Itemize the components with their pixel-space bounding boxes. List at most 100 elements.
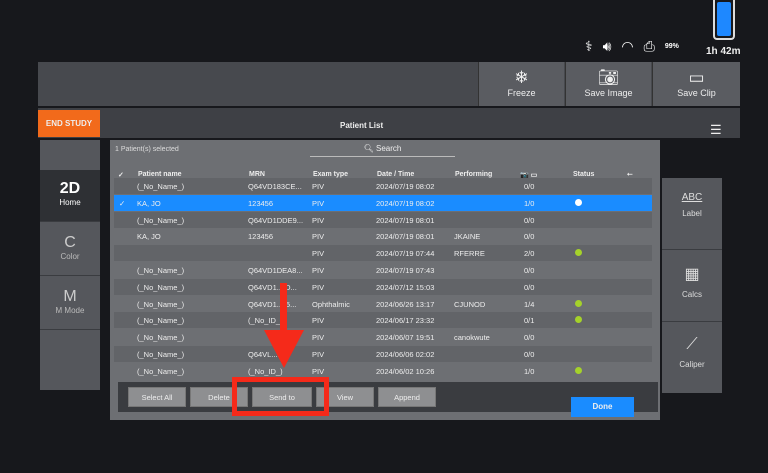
printer-icon: ⎙: [643, 38, 655, 54]
cell-name: KA, JO: [137, 232, 161, 242]
done-button[interactable]: Done: [571, 397, 634, 417]
mode-abbr: C: [64, 234, 76, 251]
end-study-button[interactable]: END STUDY: [38, 110, 100, 137]
table-row[interactable]: (_No_Name_) Q64VD1..3D... PIV 2024/07/12 15…: [114, 278, 652, 295]
sidebar-item-home[interactable]: 2D Home: [40, 170, 100, 222]
sidebar-item-color[interactable]: C Color: [40, 224, 100, 276]
wifi-icon: ◠: [621, 38, 634, 54]
right-sidebar: ABC Label ▦ Calcs ⟋ Caliper: [662, 178, 722, 393]
cell-media: 0/0: [524, 232, 535, 242]
mode-label: Home: [59, 198, 81, 207]
calcs-text: Calcs: [681, 290, 702, 299]
table-row[interactable]: (_No_Name_) Q64VD1DDE9... PIV 2024/07/19 08…: [114, 211, 652, 228]
cell-mrn: (_No_ID_): [248, 366, 283, 376]
save-clip-button[interactable]: ▭ Save Clip: [652, 62, 740, 106]
col-media[interactable]: 📷 ▭: [520, 172, 538, 179]
table-row[interactable]: (_No_Name_) Q64VL...2... PIV 2024/06/06 02:…: [114, 346, 652, 362]
freeze-label: Freeze: [507, 88, 536, 98]
battery-level: [717, 2, 731, 36]
stethoscope-icon: ⚕: [585, 38, 593, 54]
battery-gauge: [713, 0, 735, 40]
battery-icon: 99%: [664, 43, 679, 50]
cell-date: 2024/06/06 02:02: [376, 350, 435, 359]
cell-exam: PIV: [312, 366, 325, 376]
selected-count: 1 Patient(s) selected: [115, 146, 179, 153]
cell-date: 2024/06/07 19:51: [376, 333, 435, 343]
cell-media: 0/0: [524, 215, 535, 225]
cell-name: (_No_Name_): [137, 299, 185, 309]
table-row[interactable]: PIV 2024/07/19 07:44 RFERRE 2/0: [114, 245, 652, 262]
cell-media: 1/4: [524, 299, 535, 309]
table-row[interactable]: (_No_Name_) Q64VD183CE... PIV 2024/07/19 08…: [114, 178, 652, 194]
caliper-icon: ⟋: [686, 336, 698, 353]
cell-name: KA, JO: [137, 198, 161, 208]
col-check[interactable]: ✓: [118, 172, 124, 179]
video-icon: ▭: [688, 68, 705, 87]
send-to-button[interactable]: Send to: [252, 387, 312, 407]
cell-name: (_No_Name_): [137, 282, 185, 292]
cell-media: 1/0: [524, 366, 535, 376]
status-dot-icon: [575, 299, 582, 307]
row-check-icon: ✓: [119, 198, 126, 208]
table-row[interactable]: KA, JO 123456 PIV 2024/07/19 08:01 JKAINE 0/0: [114, 228, 652, 244]
freeze-button[interactable]: ❄ Freeze: [478, 62, 564, 106]
toolbar: ❄ Freeze 📷︎ Save Image ▭ Save Clip: [38, 62, 740, 106]
status-dot-icon: [575, 249, 582, 257]
abc-icon: ABC: [681, 192, 703, 203]
cell-mrn: 123456: [248, 232, 274, 242]
table-row[interactable]: ✓ KA, JO 123456 PIV 2024/07/19 08:02 1/0: [114, 194, 652, 211]
cell-media: 0/0: [524, 182, 535, 191]
table-row[interactable]: (_No_Name_) Q64VD1DEA8... PIV 2024/07/19 07…: [114, 262, 652, 278]
status-dot-icon: [575, 198, 582, 206]
caliper-text: Caliper: [679, 360, 705, 369]
cell-mrn: Q64VD183CE...: [248, 182, 302, 191]
cell-exam: Ophthalmic: [312, 299, 350, 309]
mode-abbr: M: [63, 288, 77, 305]
cell-name: (_No_Name_): [137, 316, 185, 326]
col-status[interactable]: Status: [573, 171, 595, 178]
cell-date: 2024/06/26 13:17: [376, 299, 435, 309]
caliper-button[interactable]: ⟋ Caliper: [662, 322, 722, 394]
label-button[interactable]: ABC Label: [662, 178, 722, 250]
status-dot-icon: [575, 366, 582, 374]
col-mrn[interactable]: MRN: [249, 171, 265, 178]
append-button[interactable]: Append: [378, 387, 436, 407]
table-row[interactable]: (_No_Name_) Q64VD1..B5... Ophthalmic 2024/0…: [114, 296, 652, 312]
view-button[interactable]: View: [316, 387, 374, 407]
calcs-button[interactable]: ▦ Calcs: [662, 250, 722, 322]
hamburger-menu-icon[interactable]: ☰: [710, 122, 722, 137]
col-usb[interactable]: ⭠: [627, 171, 633, 178]
cell-exam: PIV: [312, 266, 325, 275]
search-icon: 🔍︎: [363, 144, 377, 153]
col-name[interactable]: Patient name: [138, 171, 182, 178]
col-date[interactable]: Date / Time: [377, 171, 415, 178]
cell-date: 2024/07/19 07:43: [376, 266, 435, 275]
cell-date: 2024/07/19 08:02: [376, 182, 435, 191]
col-performing[interactable]: Performing: [455, 171, 493, 178]
battery-time: 1h 42m: [706, 46, 741, 57]
calculator-icon: ▦: [684, 266, 700, 283]
cell-exam: PIV: [312, 350, 325, 359]
cell-date: 2024/07/19 07:44: [376, 249, 435, 259]
search-input[interactable]: 🔍︎ Search: [310, 144, 455, 157]
cell-mrn: Q64VD1..3D...: [248, 282, 297, 292]
cell-exam: PIV: [312, 316, 325, 326]
cell-mrn: Q64VD1DDE9...: [248, 215, 304, 225]
cell-media: 1/0: [524, 198, 535, 208]
select-all-button[interactable]: Select All: [128, 387, 186, 407]
cell-performing: RFERRE: [454, 249, 485, 259]
table-row[interactable]: (_No_Name_) PIV 2024/06/07 19:51 canokwute 0…: [114, 329, 652, 345]
col-exam[interactable]: Exam type: [313, 171, 349, 178]
cell-exam: PIV: [312, 198, 325, 208]
cell-exam: PIV: [312, 215, 325, 225]
page-title: Patient List: [340, 121, 384, 130]
cell-mrn: 123456: [248, 198, 274, 208]
table-row[interactable]: (_No_Name_) (_No_ID_) PIV 2024/06/02 10:26 1…: [114, 363, 652, 379]
cell-exam: PIV: [312, 232, 325, 242]
save-image-button[interactable]: 📷︎ Save Image: [565, 62, 651, 106]
header-bar: [38, 108, 740, 138]
table-row[interactable]: (_No_Name_) (_No_ID_) PIV 2024/06/17 23:32 0…: [114, 312, 652, 329]
cell-exam: PIV: [312, 333, 325, 343]
save-clip-label: Save Clip: [677, 88, 716, 98]
